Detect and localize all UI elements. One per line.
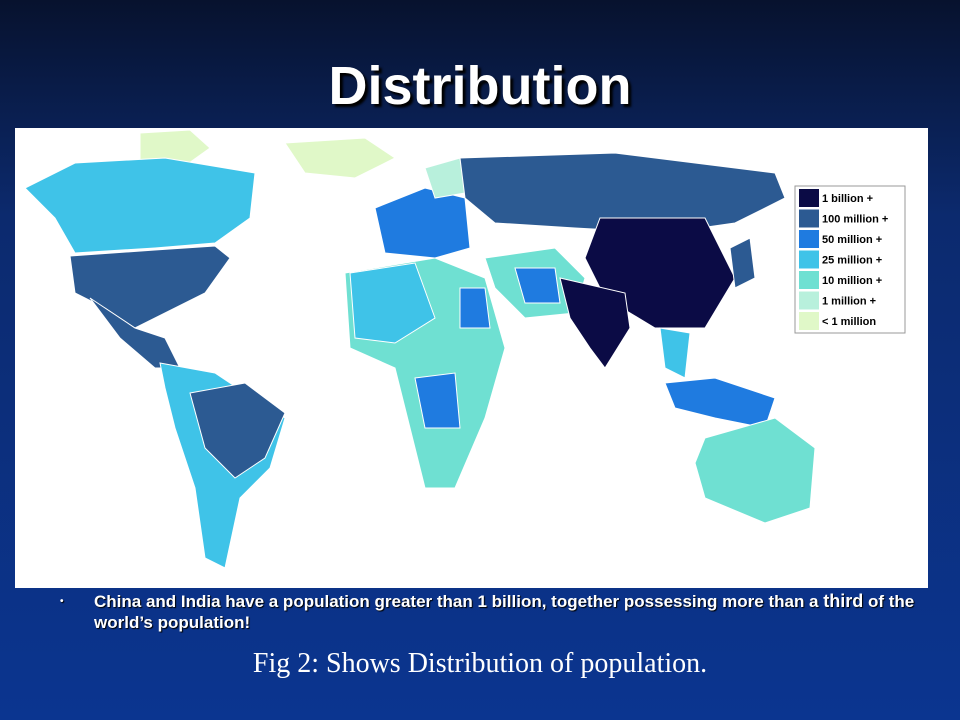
legend-label: 10 million +: [822, 275, 882, 287]
legend-swatch: [799, 250, 819, 269]
bullet: • China and India have a population great…: [60, 591, 934, 633]
legend: 1 billion + 100 million + 50 million + 25 m…: [794, 185, 906, 334]
bullet-emphasis: third: [823, 591, 864, 611]
title: Distribution: [328, 56, 632, 116]
bullet-text: of the world’s population!: [94, 592, 915, 632]
legend-label: 1 million +: [822, 295, 876, 307]
legend-swatch: [799, 271, 819, 289]
legend-label: 100 million +: [822, 213, 888, 225]
legend-label: 50 million +: [822, 234, 882, 246]
bullet-dot: •: [60, 596, 64, 607]
legend-label: 1 billion +: [822, 193, 873, 205]
world-map: 1 billion + 100 million + 50 million + 25 m…: [15, 128, 928, 588]
legend-label: 25 million +: [822, 254, 882, 266]
legend-swatch: [799, 189, 819, 207]
legend-swatch: [799, 230, 819, 248]
countries: [24, 129, 816, 569]
legend-swatch: [799, 312, 819, 330]
legend-swatch: [799, 209, 819, 228]
legend-label: < 1 million: [822, 316, 876, 328]
caption: Fig 2: Shows Distribution of population.: [252, 648, 708, 679]
legend-swatch: [799, 291, 819, 310]
bullet-text: China and India have a population greate…: [94, 592, 824, 611]
